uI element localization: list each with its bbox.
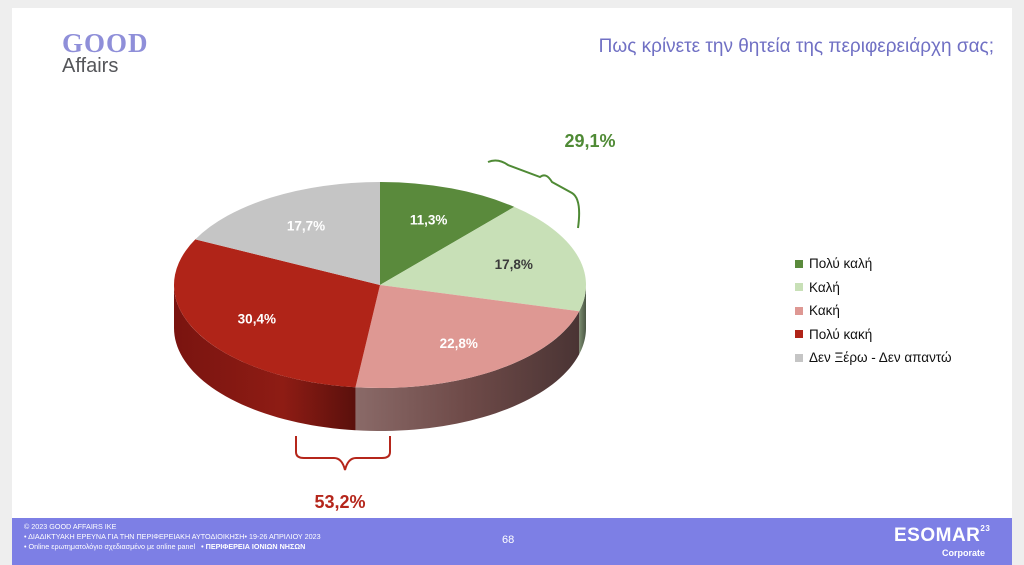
logo-good-text: GOOD: [62, 28, 149, 58]
footer-bar: © 2023 GOOD AFFAIRS IKE • ΔΙΑΔΙΚΤΥΑΚΗ ΕΡ…: [12, 518, 1012, 565]
pie-slice: [195, 182, 380, 285]
legend-label: Καλή: [809, 279, 840, 295]
pie-slice-label: 11,3%: [410, 212, 448, 227]
pie-slice-label: 17,7%: [287, 219, 325, 234]
esomar-corporate: Corporate: [942, 548, 986, 558]
legend-swatch: [795, 353, 803, 362]
page-number: 68: [502, 534, 515, 546]
esomar-logo: ESOMAR23: [894, 524, 991, 547]
legend-swatch: [795, 259, 803, 268]
legend-label: Πολύ καλή: [809, 256, 873, 272]
pie-slice-label: 30,4%: [238, 311, 276, 326]
legend-item: Καλή: [795, 276, 952, 300]
esomar-text: ESOMAR: [894, 525, 981, 546]
legend-swatch: [795, 306, 803, 315]
legend-label: Πολύ κακή: [809, 326, 873, 342]
pie-slice-side: [174, 285, 356, 431]
footer-method: • Online ερωτηματολόγιο σχεδιασμένο με o…: [24, 542, 305, 551]
legend-swatch: [795, 330, 803, 339]
legend-swatch: [795, 283, 803, 292]
bracket-positive: [487, 159, 581, 229]
bracket-negative: [295, 436, 391, 471]
legend-item: Πολύ κακή: [795, 323, 952, 347]
footer-method-text: • Online ερωτηματολόγιο σχεδιασμένο με o…: [24, 542, 196, 551]
footer-copyright: © 2023 GOOD AFFAIRS IKE: [24, 522, 117, 531]
pie-slice-side: [579, 285, 586, 355]
esomar-sup: 23: [980, 524, 991, 533]
footer-survey-info: • ΔΙΑΔΙΚΤΥΑΚΗ ΕΡΕΥΝΑ ΓΙΑ ΤΗΝ ΠΕΡΙΦΕΡΕΙΑΚ…: [24, 532, 321, 541]
chart-legend: Πολύ καλή Καλή Κακή Πολύ κακή Δεν Ξέρω -…: [795, 252, 952, 370]
pie-slice-label: 22,8%: [440, 336, 478, 351]
legend-item: Κακή: [795, 299, 952, 323]
legend-item: Πολύ καλή: [795, 252, 952, 276]
pie-slice: [380, 182, 515, 285]
legend-label: Κακή: [809, 303, 840, 319]
pie-slice-side: [355, 311, 580, 431]
legend-label: Δεν Ξέρω - Δεν απαντώ: [809, 350, 952, 366]
logo-affairs-text: Affairs: [62, 55, 119, 77]
pie-slice: [380, 206, 586, 312]
pie-slice-label: 17,8%: [495, 257, 533, 272]
annotation-positive-label: 29,1%: [564, 131, 615, 151]
chart-title: Πως κρίνετε την θητεία της περιφερειάρχη…: [598, 36, 994, 57]
good-affairs-logo: GOOD Affairs: [62, 28, 149, 78]
footer-region: • ΠΕΡΙΦΕΡΕΙΑ ΙΟΝΙΩΝ ΝΗΣΩΝ: [201, 542, 306, 551]
pie-slice: [355, 285, 580, 388]
legend-item: Δεν Ξέρω - Δεν απαντώ: [795, 346, 952, 370]
annotation-negative-label: 53,2%: [314, 492, 365, 512]
pie-slice: [174, 239, 380, 388]
